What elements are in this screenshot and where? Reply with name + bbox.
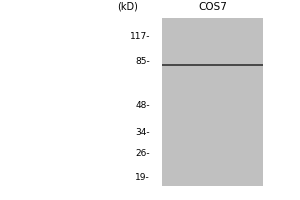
- Text: COS7: COS7: [198, 2, 227, 12]
- Bar: [162, 18, 263, 186]
- Text: 48-: 48-: [135, 101, 150, 110]
- Text: 34-: 34-: [135, 128, 150, 137]
- Text: 85-: 85-: [135, 57, 150, 66]
- Text: 117-: 117-: [130, 32, 150, 41]
- Text: 26-: 26-: [135, 149, 150, 158]
- Text: 19-: 19-: [135, 173, 150, 182]
- Text: (kD): (kD): [117, 2, 138, 12]
- Bar: [162, 64, 263, 66]
